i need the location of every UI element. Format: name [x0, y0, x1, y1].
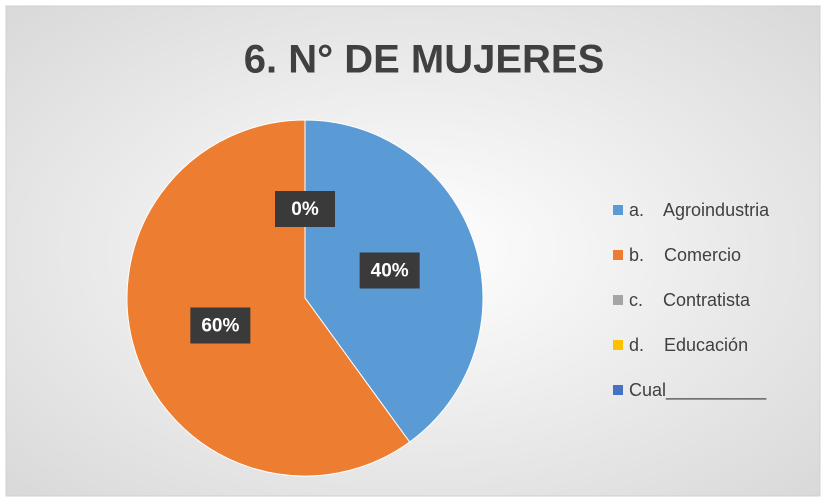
value-label: 40% [371, 261, 409, 282]
legend-label: Cual__________ [629, 380, 767, 401]
value-label-box [359, 252, 420, 289]
chart-title: 6. N° DE MUJERES [244, 38, 605, 82]
legend-label: b. Comercio [629, 245, 741, 265]
legend-swatch [613, 205, 623, 215]
legend-label: d. Educación [629, 335, 748, 355]
legend-swatch [613, 250, 623, 260]
value-label: 0% [291, 199, 319, 220]
pie-slice [126, 119, 411, 477]
value-label-box [190, 307, 251, 344]
legend-label: a. Agroindustria [629, 200, 770, 220]
legend-label: c. Contratista [629, 290, 751, 310]
legend-swatch [613, 340, 623, 350]
legend-swatch [613, 295, 623, 305]
value-label: 60% [201, 316, 239, 337]
legend-swatch [613, 385, 623, 395]
value-label-box [275, 191, 335, 227]
